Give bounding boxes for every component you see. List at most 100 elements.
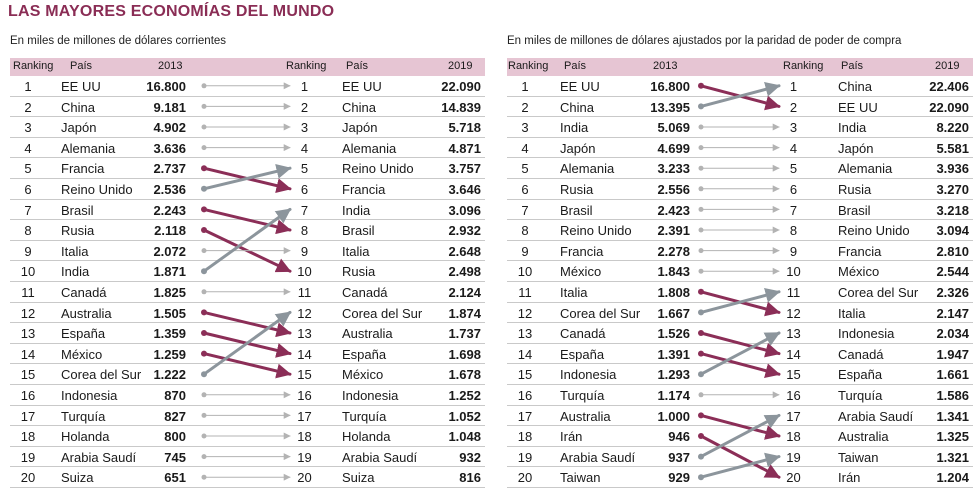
rank-2019: 3 <box>300 120 309 136</box>
country-2013: India <box>560 120 589 136</box>
rank-arrow-up <box>201 207 292 275</box>
rank-2019: 10 <box>297 264 312 280</box>
value-2019: 1.947 <box>936 346 969 362</box>
value-2013: 2.556 <box>657 181 690 197</box>
country-2019: Rusia <box>838 181 872 197</box>
country-2013: España <box>560 346 605 362</box>
value-2013: 1.667 <box>657 305 690 321</box>
value-2019: 1.048 <box>448 429 481 445</box>
rank-arrow-same <box>201 411 291 419</box>
table-row: 5 Alemania 3.233 5 Alemania 3.936 <box>507 158 973 179</box>
rank-2013: 9 <box>521 243 529 259</box>
country-2013: España <box>61 326 106 342</box>
rank-arrow-down <box>201 309 292 338</box>
value-2019: 3.094 <box>936 223 969 239</box>
rank-2019: 13 <box>297 326 312 342</box>
rank-2019: 17 <box>786 408 801 424</box>
rank-2019: 10 <box>786 264 801 280</box>
rank-2013: 17 <box>20 408 36 424</box>
value-2013: 1.871 <box>153 264 186 280</box>
country-2013: Irán <box>560 429 583 445</box>
table-row: 17 Turquía 827 17 Turquía 1.052 <box>10 406 485 427</box>
country-2019: EE UU <box>838 99 878 115</box>
table-row: 2 China 13.395 2 EE UU 22.090 <box>507 97 973 118</box>
table-row: 18 Irán 946 18 Australia 1.325 <box>507 426 973 447</box>
country-2013: Turquía <box>560 387 605 403</box>
rank-2013: 10 <box>517 264 533 280</box>
value-2013: 1.000 <box>657 408 690 424</box>
rank-2019: 16 <box>786 387 801 403</box>
rank-2019: 15 <box>786 367 801 383</box>
country-2013: Holanda <box>61 429 110 445</box>
rank-2013: 20 <box>517 470 533 486</box>
table-row: 2 China 9.181 2 China 14.839 <box>10 97 485 118</box>
value-2013: 1.359 <box>153 326 186 342</box>
rank-2019: 6 <box>300 181 309 197</box>
country-2019: India <box>342 202 371 218</box>
rank-2013: 17 <box>517 408 533 424</box>
value-2013: 2.243 <box>153 202 186 218</box>
country-2019: Alemania <box>838 161 893 177</box>
rank-2019: 11 <box>297 284 312 300</box>
rank-arrow-down <box>698 412 781 440</box>
table-row: 12 Corea del Sur 1.667 12 Italia 2.147 <box>507 303 973 324</box>
table-header: Ranking País 2013 Ranking País 2019 <box>10 58 485 76</box>
country-2019: Japón <box>342 120 378 136</box>
country-2019: México <box>838 264 880 280</box>
rank-2013: 11 <box>518 284 532 300</box>
value-2019: 3.096 <box>448 202 481 218</box>
table-row: 17 Australia 1.000 17 Arabia Saudí 1.341 <box>507 406 973 427</box>
value-2013: 3.233 <box>657 161 690 177</box>
table-row: 7 Brasil 2.423 7 Brasil 3.218 <box>507 200 973 221</box>
country-2019: Arabia Saudí <box>838 408 914 424</box>
country-2019: Turquía <box>838 387 883 403</box>
rank-2013: 16 <box>20 387 36 403</box>
table-row: 15 Indonesia 1.293 15 España 1.661 <box>507 364 973 385</box>
rank-change-arrows <box>698 81 781 481</box>
header-country: País <box>70 60 93 72</box>
rank-2013: 6 <box>24 181 32 197</box>
page-title: LAS MAYORES ECONOMÍAS DEL MUNDO <box>8 3 335 20</box>
value-2019: 22.090 <box>441 79 481 94</box>
country-2013: Rusia <box>61 223 95 239</box>
rank-2013: 4 <box>24 140 32 156</box>
value-2019: 14.839 <box>441 99 481 115</box>
rank-2019: 9 <box>300 243 309 259</box>
rank-2013: 5 <box>521 161 529 177</box>
value-2013: 5.069 <box>657 120 690 136</box>
rank-2013: 10 <box>20 264 36 280</box>
country-2013: Arabia Saudí <box>560 449 636 465</box>
country-2013: Italia <box>560 284 588 300</box>
rank-2013: 13 <box>20 326 36 342</box>
rank-arrow-up <box>201 164 292 192</box>
rank-2013: 4 <box>521 140 529 156</box>
rank-2019: 18 <box>297 429 312 445</box>
table-row: 19 Arabia Saudí 745 19 Arabia Saudí 932 <box>10 447 485 468</box>
country-2013: Rusia <box>560 181 594 197</box>
header-ranking-2019: Ranking <box>286 60 327 72</box>
table-row: 20 Suiza 651 20 Suiza 816 <box>10 467 485 488</box>
rank-2019: 6 <box>789 181 798 197</box>
rank-arrow-up <box>698 413 781 460</box>
country-2019: Corea del Sur <box>342 305 423 321</box>
value-2019: 4.871 <box>448 140 481 156</box>
rank-2019: 20 <box>297 470 312 486</box>
country-2019: Suiza <box>342 470 375 486</box>
rank-2013: 7 <box>521 202 529 218</box>
country-2013: Brasil <box>560 202 593 218</box>
value-2019: 22.406 <box>929 79 969 94</box>
table-row: 20 Taiwan 929 20 Irán 1.204 <box>507 467 973 488</box>
rank-arrow-same <box>698 247 780 255</box>
value-2013: 9.181 <box>153 99 186 115</box>
value-2019: 3.218 <box>936 202 969 218</box>
rank-arrow-down <box>698 350 781 379</box>
header-country: País <box>564 60 587 72</box>
value-2019: 2.544 <box>936 264 969 280</box>
rank-arrow-up <box>698 287 781 316</box>
value-2019: 1.586 <box>936 387 969 403</box>
value-2019: 1.252 <box>448 387 481 403</box>
rank-arrow-same <box>698 123 780 131</box>
value-2013: 1.505 <box>153 305 186 321</box>
country-2013: Alemania <box>560 161 615 177</box>
rank-2019: 8 <box>789 223 798 239</box>
